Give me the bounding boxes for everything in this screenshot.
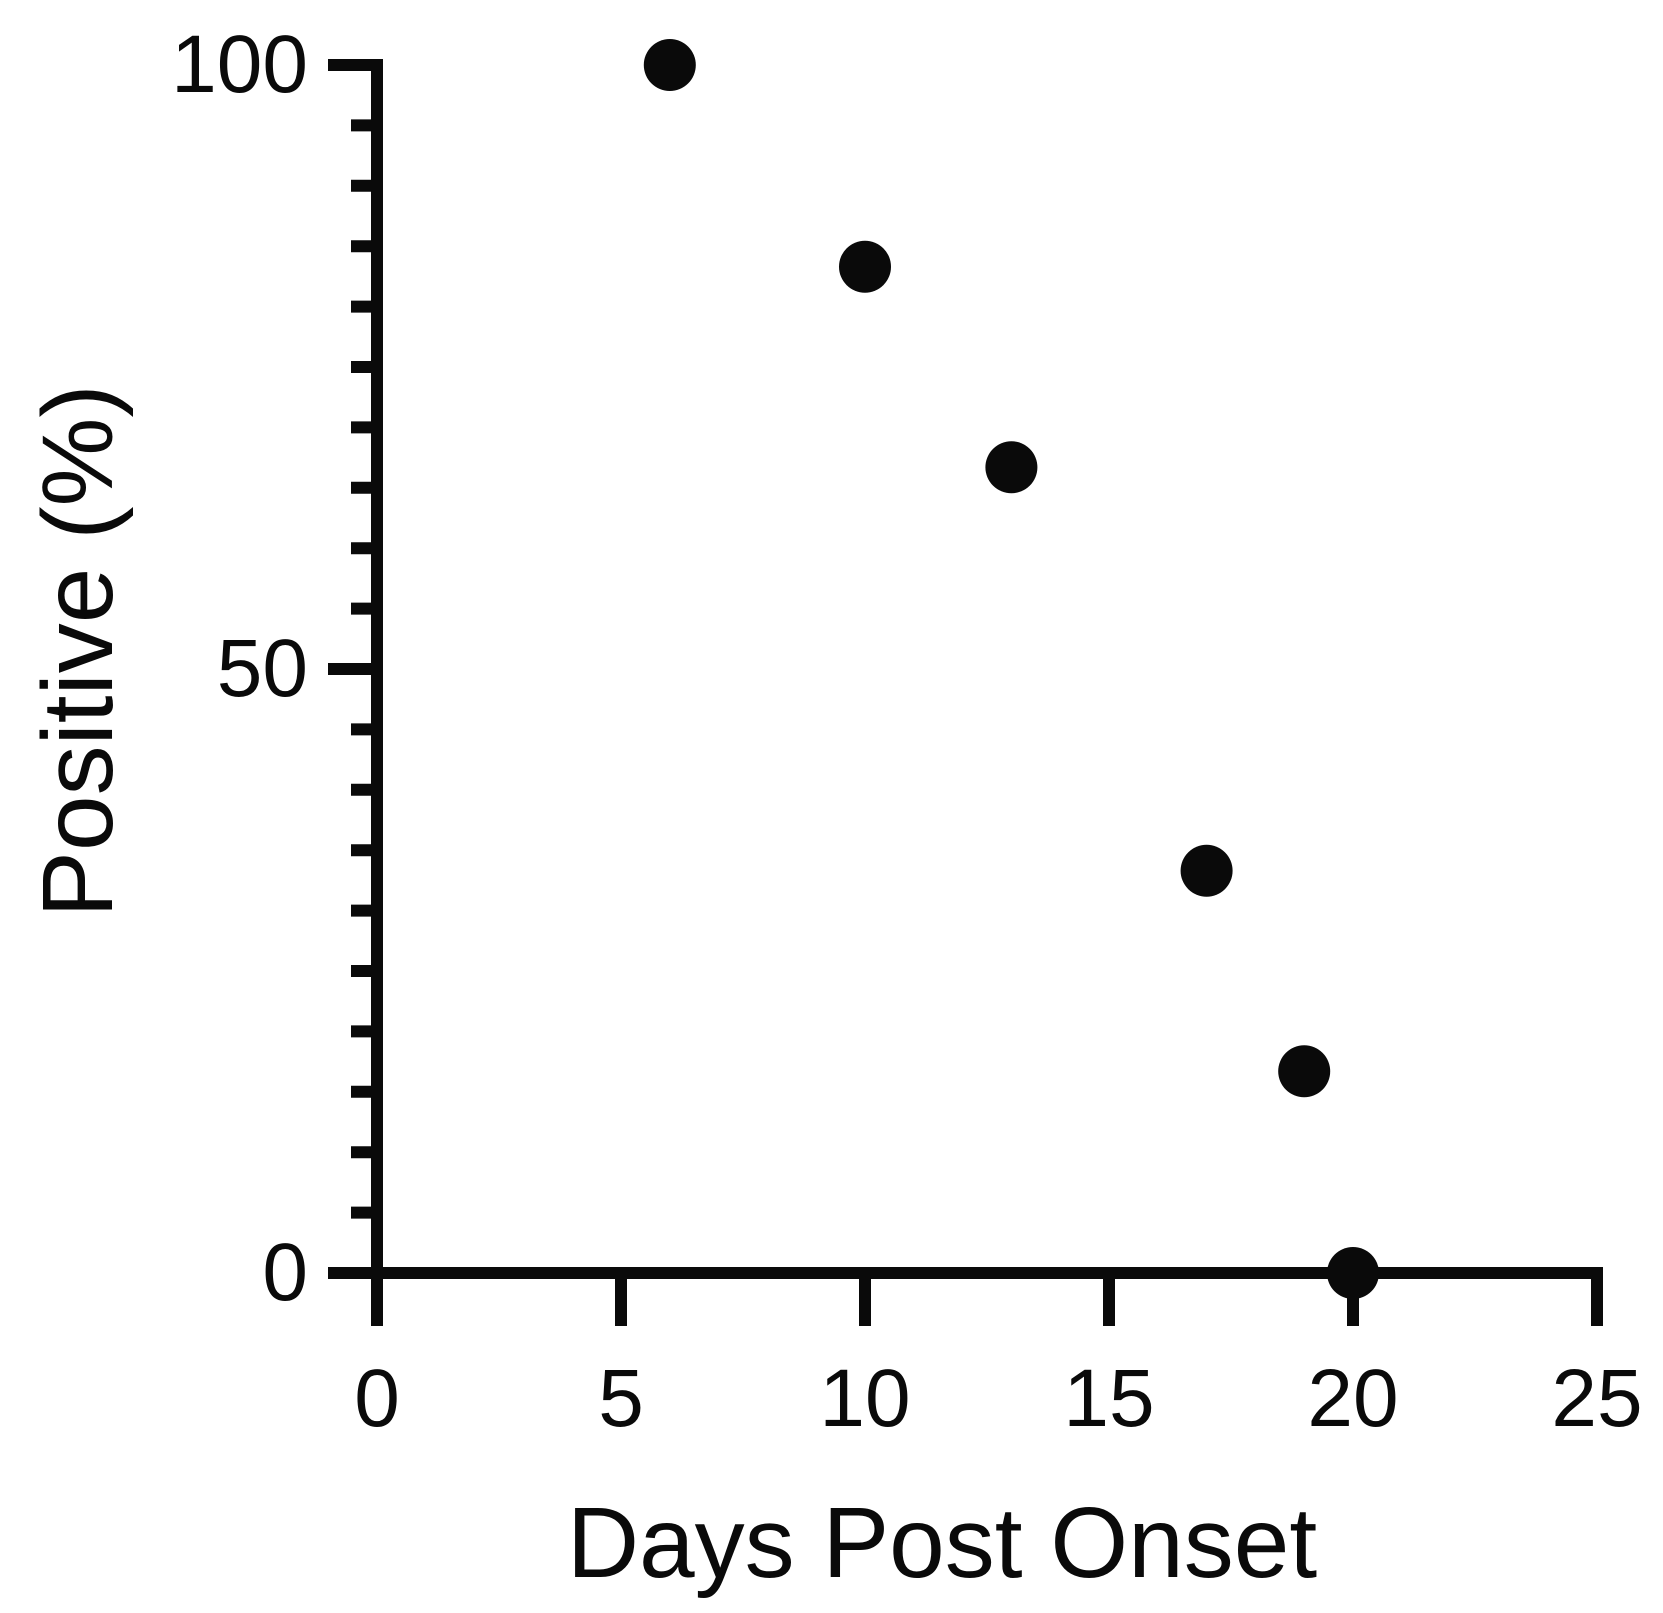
x-tick-label: 15 [1063, 1353, 1154, 1444]
data-point [985, 441, 1038, 494]
data-point [1180, 844, 1233, 897]
x-axis-title: Days Post Onset [566, 1487, 1318, 1599]
data-point [643, 39, 696, 91]
x-tick-label: 10 [819, 1353, 910, 1444]
data-point [1278, 1045, 1331, 1098]
data-point [1327, 1247, 1379, 1299]
x-tick-label: 20 [1307, 1353, 1398, 1444]
x-tick-label: 5 [598, 1353, 644, 1444]
y-tick-label: 50 [217, 623, 308, 714]
data-point [839, 240, 891, 293]
x-tick-label: 0 [354, 1353, 400, 1444]
x-tick-label: 25 [1551, 1353, 1642, 1444]
y-tick-label: 100 [171, 19, 308, 110]
y-axis-title: Positive (%) [22, 384, 134, 918]
y-tick-label: 0 [262, 1227, 308, 1318]
